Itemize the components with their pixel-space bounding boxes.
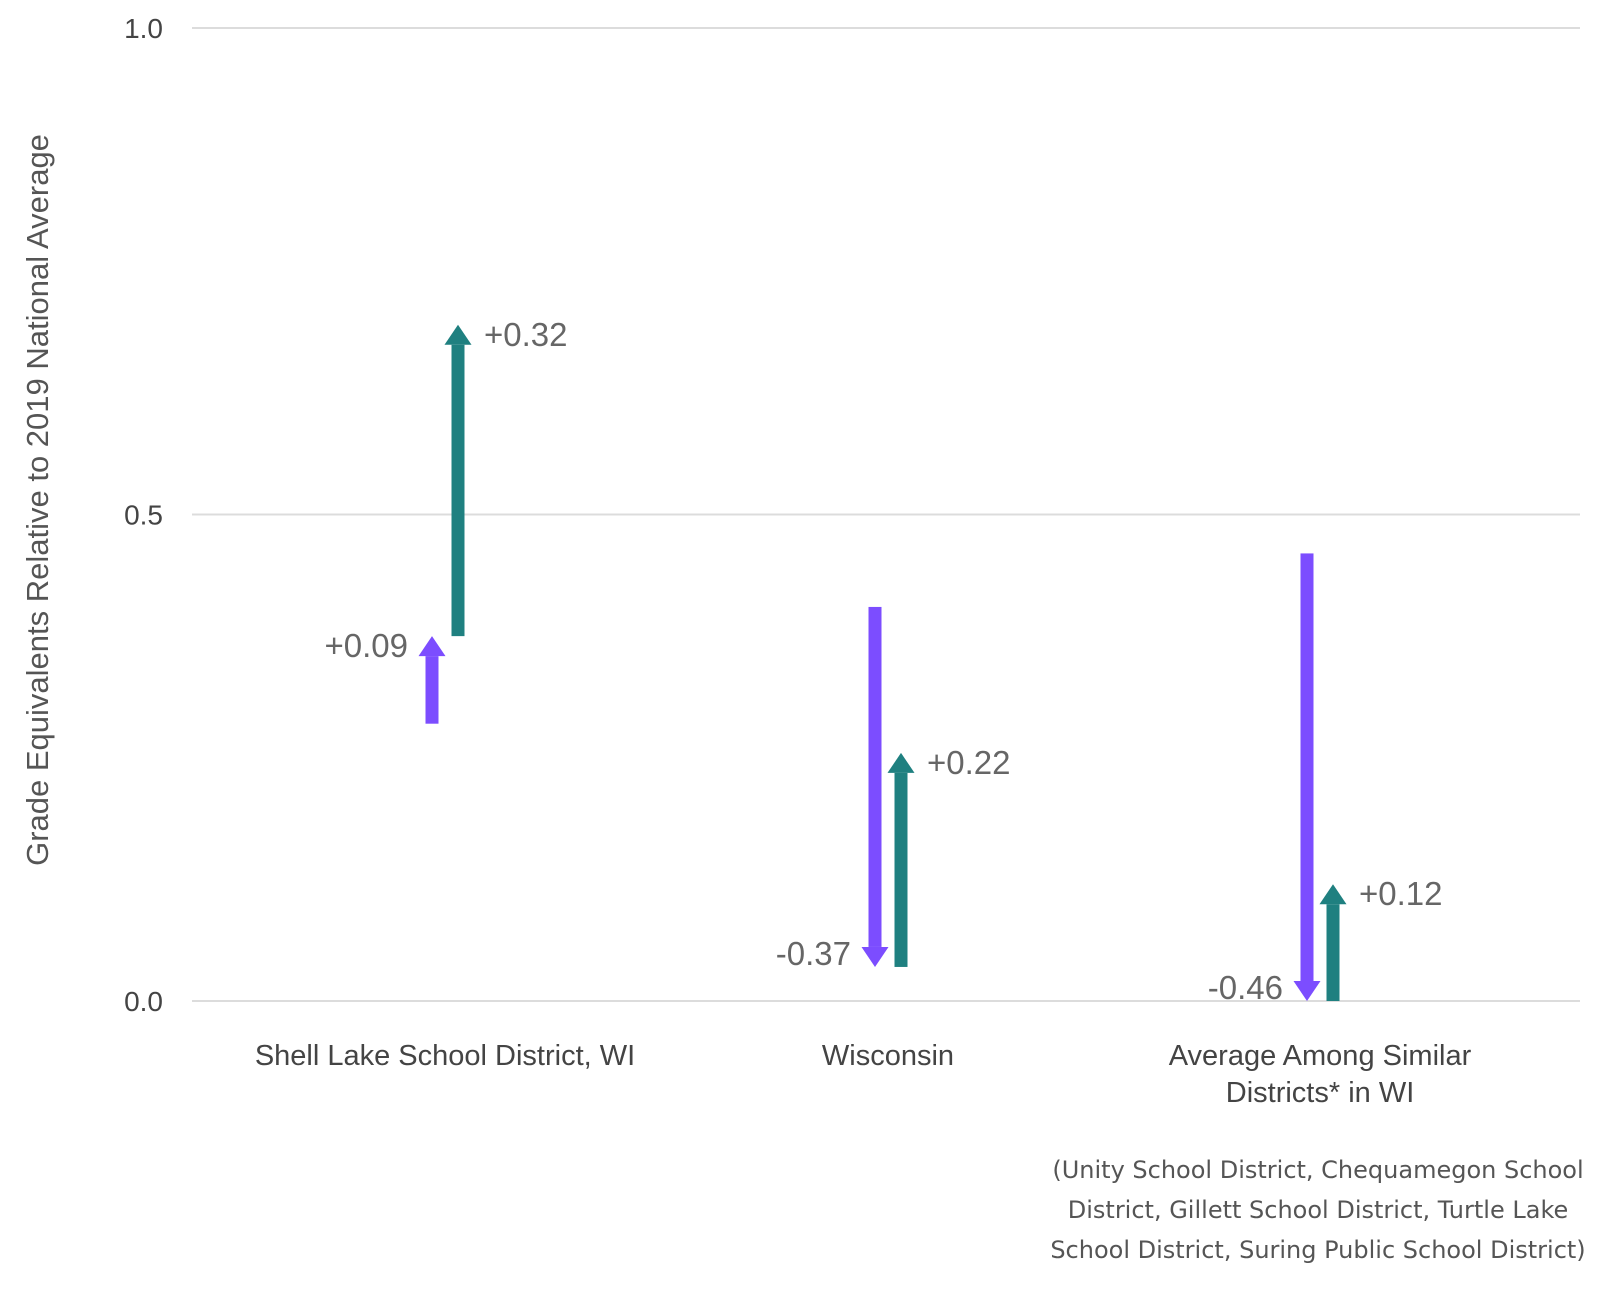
y-axis-ticks: 0.0 0.5 1.0 [124, 13, 163, 1017]
category-labels: Shell Lake School District, WI Wisconsin A… [255, 1040, 1472, 1109]
category-label: Wisconsin [822, 1040, 954, 1072]
y-tick-label: 0.0 [124, 986, 163, 1017]
arrow-shaft [1326, 904, 1340, 1001]
decline-arrow [861, 606, 889, 967]
arrow-head [444, 324, 472, 345]
value-label: -0.37 [776, 935, 851, 972]
arrow-head [861, 946, 889, 967]
value-labels: +0.09 -0.37 -0.46 +0.32 +0.22 +0.12 [325, 316, 1443, 1006]
recovery-arrow [887, 752, 915, 967]
y-axis-title: Grade Equivalents Relative to 2019 Natio… [20, 134, 55, 866]
value-label: +0.09 [325, 627, 409, 664]
category-label: Shell Lake School District, WI [255, 1040, 635, 1072]
arrow-head [418, 636, 446, 657]
arrow-head [887, 752, 915, 773]
arrows [418, 324, 1347, 1001]
category-label: Average Among Similar [1169, 1040, 1472, 1072]
value-label: +0.32 [484, 316, 568, 353]
arrow-head [1319, 884, 1347, 905]
arrow-shaft [868, 606, 882, 947]
recovery-arrow [444, 324, 472, 637]
recovery-arrow [1319, 884, 1347, 1001]
category-label: Districts* in WI [1226, 1077, 1415, 1109]
arrow-shaft [451, 344, 465, 637]
decline-arrow [1293, 553, 1321, 1001]
value-label: +0.22 [927, 744, 1011, 781]
value-label: -0.46 [1208, 969, 1283, 1006]
y-tick-label: 1.0 [124, 13, 163, 44]
arrow-head [1293, 981, 1321, 1001]
grid-lines [192, 27, 1580, 1002]
arrow-shaft [894, 772, 908, 967]
arrow-shaft [425, 656, 439, 724]
arrow-shaft [1300, 553, 1314, 981]
value-label: +0.12 [1359, 875, 1443, 912]
y-tick-label: 0.5 [124, 500, 163, 531]
similar-districts-footnote: (Unity School District, Chequamegon Scho… [1050, 1156, 1586, 1264]
decline-arrow [418, 636, 446, 724]
